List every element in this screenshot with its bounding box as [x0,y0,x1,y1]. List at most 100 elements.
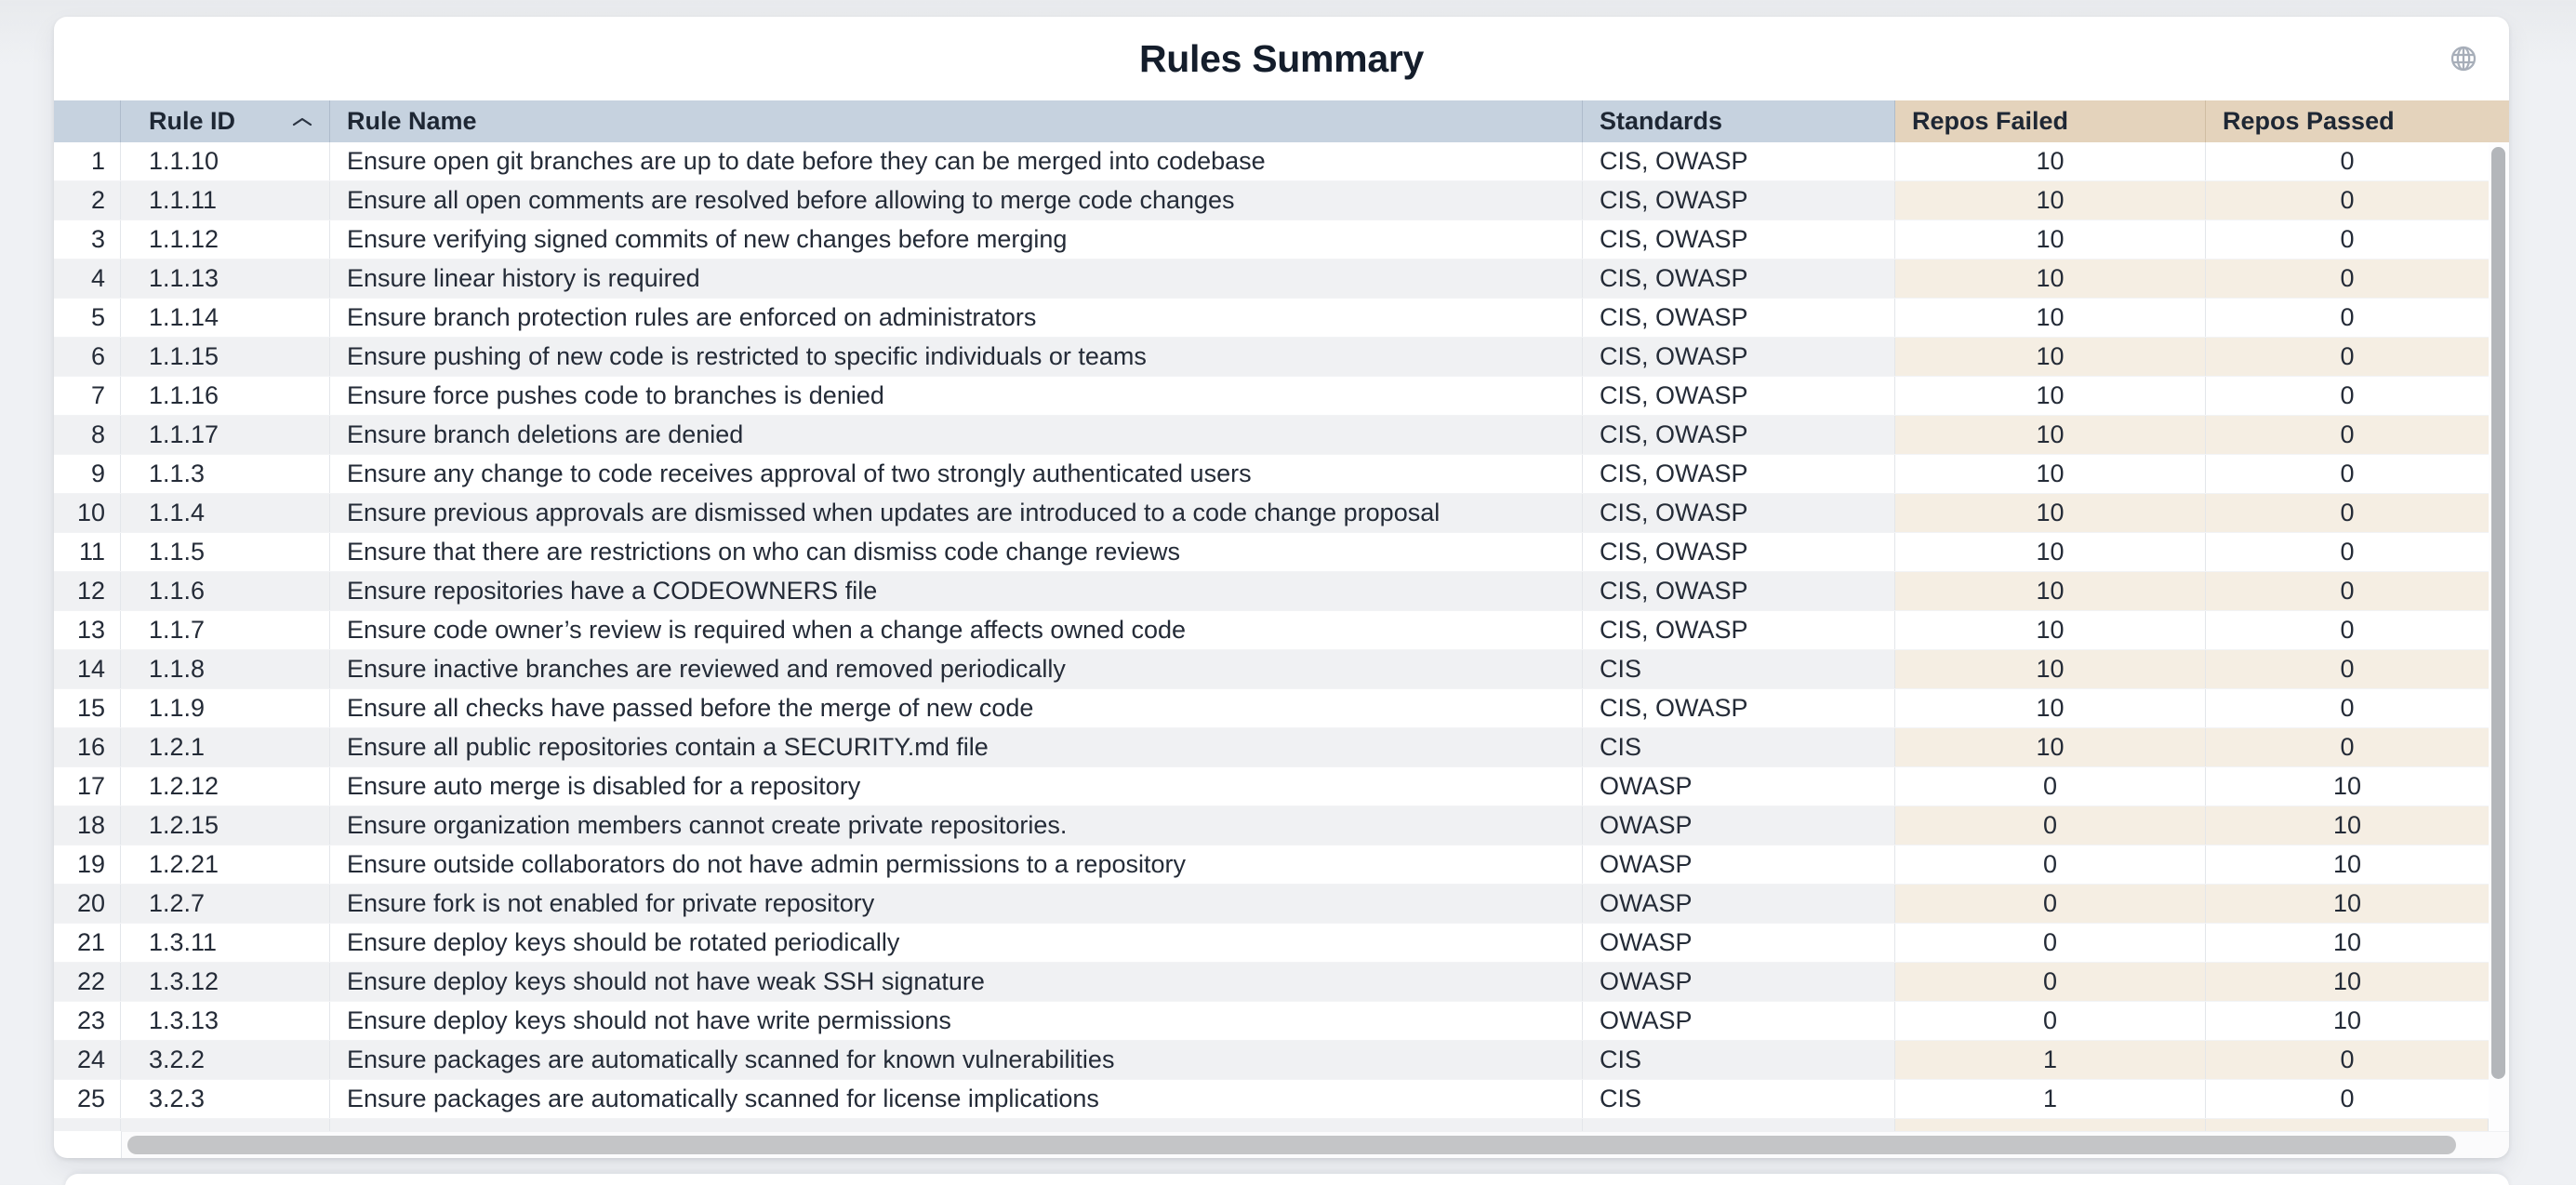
cell-repos-passed: 10 [2332,772,2362,800]
cell-rule-id: 1.1.12 [121,220,330,259]
column-header-standards[interactable]: Standards [1583,100,1895,142]
table-row[interactable]: 14 1.1.8 Ensure inactive branches are re… [54,650,2489,689]
cell-standards: CIS, OWASP [1583,494,1895,532]
vertical-scrollbar-thumb[interactable] [2491,147,2505,1079]
cell-index: 2 [54,181,121,220]
cell-rule-id: 1.3.11 [121,924,330,962]
cell-index: 11 [54,533,121,571]
table-row[interactable]: 16 1.2.1 Ensure all public repositories … [54,728,2489,767]
cell-repos-passed: 0 [2340,303,2355,331]
table-row[interactable]: 15 1.1.9 Ensure all checks have passed b… [54,689,2489,728]
table-row[interactable]: 17 1.2.12 Ensure auto merge is disabled … [54,767,2489,806]
table-row[interactable]: 13 1.1.7 Ensure code owner’s review is r… [54,611,2489,650]
table-row[interactable]: 23 1.3.13 Ensure deploy keys should not … [54,1002,2489,1041]
cell-index: 23 [54,1002,121,1040]
cell-rule-id: 1.1.17 [121,416,330,454]
cell-standards: CIS, OWASP [1583,533,1895,571]
cell-rule-id: 3.2.2 [121,1041,330,1079]
table-row[interactable]: 18 1.2.15 Ensure organization members ca… [54,806,2489,845]
cell-repos-failed: 0 [1895,885,2206,923]
rules-table: Rule ID Rule Name Standards Repos Failed… [54,100,2509,1131]
table-row[interactable]: 25 3.2.3 Ensure packages are automatical… [54,1080,2489,1119]
vertical-scrollbar[interactable] [2489,142,2509,1131]
table-row[interactable]: 2 1.1.11 Ensure all open comments are re… [54,181,2489,220]
table-row[interactable]: 21 1.3.11 Ensure deploy keys should be r… [54,924,2489,963]
table-row[interactable]: 7 1.1.16 Ensure force pushes code to bra… [54,377,2489,416]
cell-rule-id: 1.2.12 [121,767,330,806]
table-row[interactable]: 1 1.1.10 Ensure open git branches are up… [54,142,2489,181]
cell-rule-id: 1.1.10 [121,142,330,180]
table-row[interactable]: 19 1.2.21 Ensure outside collaborators d… [54,845,2489,885]
cell-repos-passed: 0 [2340,538,2355,566]
partial-cell [121,1119,330,1131]
cell-rule-name: Ensure code owner’s review is required w… [330,611,1583,649]
partial-cell [2206,1119,2489,1131]
table-row[interactable]: 4 1.1.13 Ensure linear history is requir… [54,260,2489,299]
cell-standards: CIS [1583,728,1895,766]
cell-rule-name: Ensure auto merge is disabled for a repo… [330,767,1583,806]
cell-index: 20 [54,885,121,923]
cell-rule-id: 1.1.7 [121,611,330,649]
cell-rule-id: 1.1.15 [121,338,330,376]
cell-standards: CIS [1583,650,1895,688]
column-header-rule-id[interactable]: Rule ID [121,100,330,142]
cell-repos-passed: 0 [2206,494,2489,532]
column-header-repos-passed[interactable]: Repos Passed [2206,100,2509,142]
cell-rule-id: 1.1.4 [121,494,330,532]
cell-standards: OWASP [1583,963,1895,1001]
cell-repos-passed: 0 [2340,616,2355,644]
table-row[interactable]: 12 1.1.6 Ensure repositories have a CODE… [54,572,2489,611]
rules-summary-card: Rules Summary Rule ID [54,17,2509,1158]
cell-repos-passed: 0 [2206,728,2489,766]
cell-rule-name: Ensure outside collaborators do not have… [330,845,1583,884]
cell-repos-passed: 0 [2206,416,2489,454]
table-row[interactable]: 11 1.1.5 Ensure that there are restricti… [54,533,2489,572]
cell-standards: CIS, OWASP [1583,572,1895,610]
cell-rule-id: 1.2.15 [121,806,330,845]
cell-rule-name: Ensure linear history is required [330,260,1583,298]
cell-repos-passed: 10 [2332,1006,2362,1034]
table-row[interactable]: 5 1.1.14 Ensure branch protection rules … [54,299,2489,338]
cell-repos-failed: 10 [1895,455,2206,493]
cell-repos-failed: 0 [1895,845,2206,884]
table-row[interactable]: 10 1.1.4 Ensure previous approvals are d… [54,494,2489,533]
column-header-repos-failed[interactable]: Repos Failed [1895,100,2206,142]
cell-rule-id: 1.1.3 [121,455,330,493]
cell-repos-failed: 10 [1895,611,2206,649]
table-row[interactable]: 3 1.1.12 Ensure verifying signed commits… [54,220,2489,260]
cell-index: 4 [54,260,121,298]
cell-rule-name: Ensure organization members cannot creat… [330,806,1583,845]
cell-repos-failed: 10 [1895,650,2206,688]
column-header-rule-name[interactable]: Rule Name [330,100,1583,142]
cell-rule-name: Ensure packages are automatically scanne… [330,1080,1583,1118]
table-row[interactable]: 22 1.3.12 Ensure deploy keys should not … [54,963,2489,1002]
cell-repos-passed: 0 [2340,225,2355,253]
table-row[interactable]: 20 1.2.7 Ensure fork is not enabled for … [54,885,2489,924]
cell-rule-name: Ensure repositories have a CODEOWNERS fi… [330,572,1583,610]
sort-ascending-icon [290,115,314,128]
horizontal-scrollbar-thumb[interactable] [127,1136,2456,1154]
table-row[interactable]: 9 1.1.3 Ensure any change to code receiv… [54,455,2489,494]
table-row[interactable]: 8 1.1.17 Ensure branch deletions are den… [54,416,2489,455]
cell-rule-name: Ensure packages are automatically scanne… [330,1041,1583,1079]
cell-repos-passed: 10 [2206,885,2489,923]
globe-icon[interactable] [2449,44,2478,73]
cell-standards: CIS, OWASP [1583,220,1895,259]
table-row[interactable]: 6 1.1.15 Ensure pushing of new code is r… [54,338,2489,377]
cell-repos-failed: 0 [1895,924,2206,962]
cell-repos-failed: 1 [1895,1080,2206,1118]
cell-index: 3 [54,220,121,259]
cell-rule-id: 1.1.14 [121,299,330,337]
horizontal-scrollbar[interactable] [121,1131,2509,1158]
table-header-row: Rule ID Rule Name Standards Repos Failed… [54,100,2509,142]
cell-index: 1 [54,142,121,180]
table-row[interactable]: 24 3.2.2 Ensure packages are automatical… [54,1041,2489,1080]
column-header-label: Rule ID [149,107,236,135]
cell-standards: CIS, OWASP [1583,142,1895,180]
cell-rule-id: 1.3.12 [121,963,330,1001]
page-title: Rules Summary [1138,36,1424,80]
cell-rule-name: Ensure fork is not enabled for private r… [330,885,1583,923]
column-header-index[interactable] [54,100,121,142]
partial-cell [1583,1119,1895,1131]
cell-repos-failed: 10 [1895,260,2206,298]
